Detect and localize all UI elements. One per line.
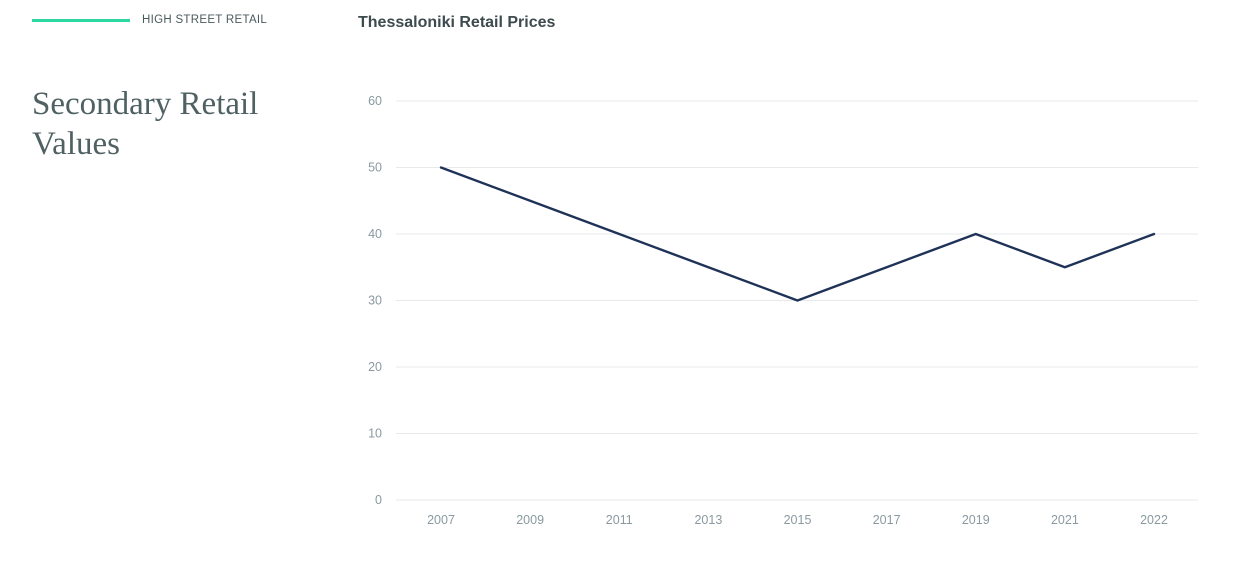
y-tick-label: 40	[368, 227, 382, 241]
x-tick-label: 2009	[516, 513, 544, 527]
x-tick-label: 2021	[1051, 513, 1079, 527]
x-tick-label: 2007	[427, 513, 455, 527]
legend-line-swatch	[32, 18, 130, 22]
section-title: Secondary Retail Values	[32, 86, 259, 162]
y-tick-label: 60	[368, 94, 382, 108]
y-tick-label: 30	[368, 294, 382, 308]
legend-label: HIGH STREET RETAIL	[142, 14, 268, 26]
x-tick-label: 2013	[694, 513, 722, 527]
x-tick-label: 2022	[1140, 513, 1168, 527]
y-tick-label: 50	[368, 161, 382, 175]
y-tick-label: 0	[375, 493, 382, 507]
y-tick-label: 20	[368, 360, 382, 374]
x-tick-label: 2015	[784, 513, 812, 527]
chart-title: Thessaloniki Retail Prices	[358, 14, 556, 31]
x-tick-label: 2017	[873, 513, 901, 527]
legend: HIGH STREET RETAIL	[32, 14, 267, 26]
x-tick-label: 2011	[606, 513, 633, 527]
y-tick-label: 10	[368, 427, 382, 441]
x-tick-label: 2019	[962, 513, 990, 527]
